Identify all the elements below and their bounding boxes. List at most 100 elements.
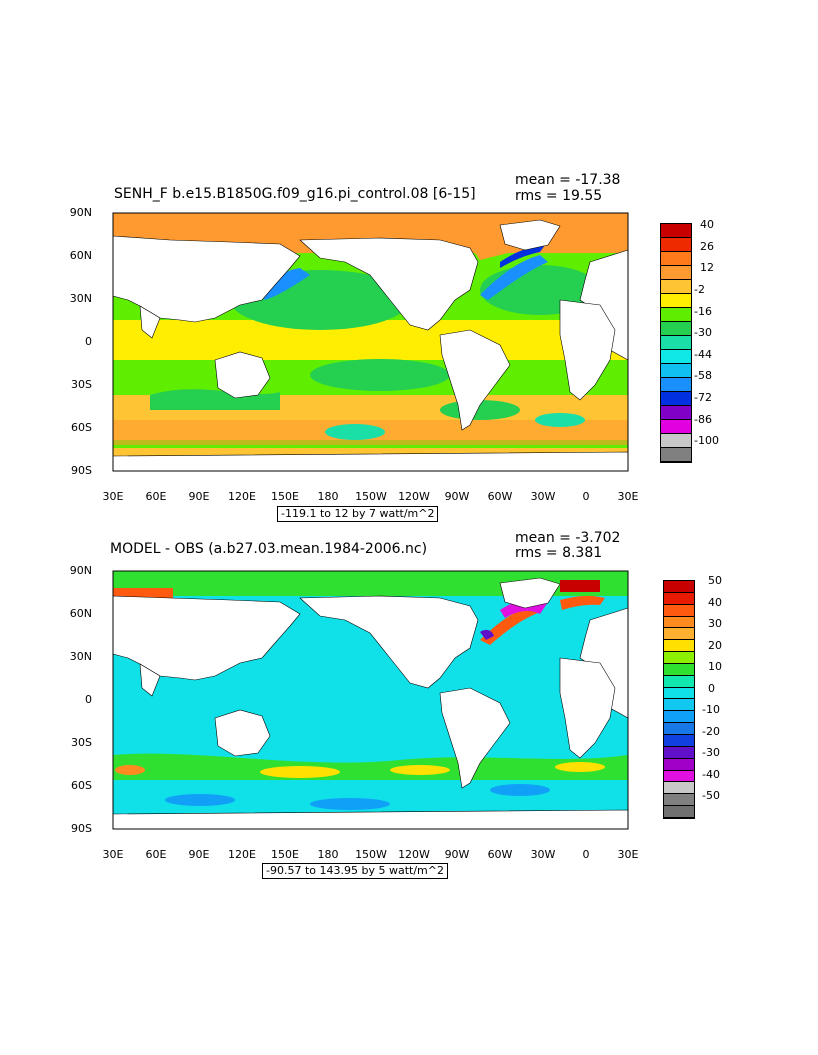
bottom-colorbar bbox=[663, 580, 695, 819]
colorbar-label: 40 bbox=[708, 595, 722, 609]
colorbar-swatch bbox=[664, 592, 694, 605]
colorbar-swatch bbox=[664, 734, 694, 747]
colorbar-swatch bbox=[661, 448, 691, 462]
bottom-mean: mean = -3.702 bbox=[515, 530, 621, 546]
bottom-lon-label: 30W bbox=[530, 848, 556, 861]
top-lon-label: 30W bbox=[530, 490, 556, 503]
colorbar-swatch bbox=[661, 420, 691, 434]
bottom-lat-label-90s: 90S bbox=[71, 822, 92, 835]
bottom-lon-label: 60W bbox=[487, 848, 513, 861]
top-lat-label-60s: 60S bbox=[71, 421, 92, 434]
colorbar-label: -72 bbox=[694, 391, 712, 405]
bottom-lat-label-90n: 90N bbox=[69, 564, 92, 577]
bottom-lat-label-60n: 60N bbox=[69, 607, 92, 620]
top-map bbox=[112, 212, 629, 472]
bottom-lon-label: 180 bbox=[317, 848, 339, 861]
bottom-title: MODEL - OBS (a.b27.03.mean.1984-2006.nc) bbox=[110, 541, 428, 557]
top-lat-label-90s: 90S bbox=[71, 464, 92, 477]
colorbar-label: -100 bbox=[694, 434, 719, 448]
colorbar-swatch bbox=[661, 392, 691, 406]
colorbar-swatch bbox=[664, 604, 694, 617]
colorbar-swatch bbox=[661, 238, 691, 252]
colorbar-label: -16 bbox=[694, 304, 712, 318]
colorbar-swatch bbox=[661, 434, 691, 448]
colorbar-label: 40 bbox=[700, 218, 714, 231]
top-lon-label: 90E bbox=[188, 490, 210, 503]
colorbar-swatch bbox=[664, 675, 694, 688]
colorbar-swatch bbox=[664, 770, 694, 783]
colorbar-swatch bbox=[664, 652, 694, 664]
bottom-lon-label: 60E bbox=[145, 848, 167, 861]
colorbar-swatch bbox=[664, 794, 694, 807]
top-lon-label: 150E bbox=[271, 490, 299, 503]
colorbar-label: 0 bbox=[708, 681, 715, 695]
colorbar-label: 20 bbox=[708, 638, 722, 652]
bottom-lon-label: 0 bbox=[582, 848, 590, 861]
colorbar-label: -86 bbox=[694, 412, 712, 426]
top-lon-label: 30E bbox=[102, 490, 124, 503]
bottom-lon-label: 150W bbox=[355, 848, 387, 861]
colorbar-label: 30 bbox=[708, 617, 722, 631]
colorbar-swatch bbox=[661, 378, 691, 392]
colorbar-swatch bbox=[664, 806, 694, 818]
bottom-rms: rms = 8.381 bbox=[515, 545, 603, 561]
top-panel: mean = -17.38 rms = 19.55 SENH_F b.e15.B… bbox=[69, 172, 719, 522]
top-lon-label: 60E bbox=[145, 490, 167, 503]
colorbar-label: -20 bbox=[702, 724, 720, 738]
colorbar-swatch bbox=[664, 616, 694, 629]
top-lat-label-60n: 60N bbox=[69, 249, 92, 262]
bottom-lat-label-30s: 30S bbox=[71, 736, 92, 749]
top-lon-label: 150W bbox=[355, 490, 387, 503]
colorbar-label: 26 bbox=[700, 239, 714, 253]
colorbar-swatch bbox=[664, 628, 694, 641]
top-rms: rms = 19.55 bbox=[515, 188, 603, 204]
colorbar-swatch bbox=[664, 699, 694, 712]
top-range-box: -119.1 to 12 by 7 watt/m^2 bbox=[277, 506, 439, 522]
colorbar-label: 50 bbox=[708, 574, 722, 587]
top-lat-label-30n: 30N bbox=[69, 292, 92, 305]
colorbar-swatch bbox=[664, 746, 694, 759]
colorbar-swatch bbox=[664, 687, 694, 700]
colorbar-swatch bbox=[664, 711, 694, 724]
bottom-range-box: -90.57 to 143.95 by 5 watt/m^2 bbox=[262, 863, 448, 879]
bottom-lat-label-0: 0 bbox=[85, 693, 92, 706]
top-lon-label: 180 bbox=[317, 490, 339, 503]
colorbar-swatch bbox=[664, 663, 694, 676]
bottom-lat-label-30n: 30N bbox=[69, 650, 92, 663]
colorbar-label: -50 bbox=[702, 789, 720, 803]
colorbar-label: -30 bbox=[702, 746, 720, 760]
colorbar-swatch bbox=[661, 308, 691, 322]
bottom-lat-label-60s: 60S bbox=[71, 779, 92, 792]
colorbar-label: 12 bbox=[700, 261, 714, 275]
top-lat-label-90n: 90N bbox=[69, 206, 92, 219]
top-lat-label-0: 0 bbox=[85, 335, 92, 348]
bottom-lon-label: 30E bbox=[102, 848, 124, 861]
bottom-lon-label: 120W bbox=[398, 848, 430, 861]
colorbar-swatch bbox=[661, 406, 691, 420]
colorbar-swatch bbox=[661, 350, 691, 364]
colorbar-label: 10 bbox=[708, 660, 722, 674]
colorbar-label: -40 bbox=[702, 767, 720, 781]
bottom-lon-label: 90E bbox=[188, 848, 210, 861]
top-mean: mean = -17.38 bbox=[515, 172, 621, 188]
top-lon-label: 90W bbox=[444, 490, 470, 503]
colorbar-swatch bbox=[664, 581, 694, 593]
colorbar-swatch bbox=[661, 364, 691, 378]
top-colorbar bbox=[660, 223, 692, 463]
colorbar-swatch bbox=[661, 322, 691, 336]
bottom-lon-label: 30E bbox=[617, 848, 639, 861]
colorbar-swatch bbox=[661, 266, 691, 280]
colorbar-swatch bbox=[664, 640, 694, 653]
colorbar-label: -10 bbox=[702, 703, 720, 717]
colorbar-label: -2 bbox=[694, 282, 705, 296]
colorbar-swatch bbox=[661, 294, 691, 308]
top-title: SENH_F b.e15.B1850G.f09_g16.pi_control.0… bbox=[114, 186, 476, 202]
colorbar-swatch bbox=[661, 224, 691, 238]
bottom-lon-label: 120E bbox=[228, 848, 256, 861]
colorbar-swatch bbox=[664, 758, 694, 771]
top-lat-label-30s: 30S bbox=[71, 378, 92, 391]
bottom-lon-label: 90W bbox=[444, 848, 470, 861]
top-lon-label: 60W bbox=[487, 490, 513, 503]
